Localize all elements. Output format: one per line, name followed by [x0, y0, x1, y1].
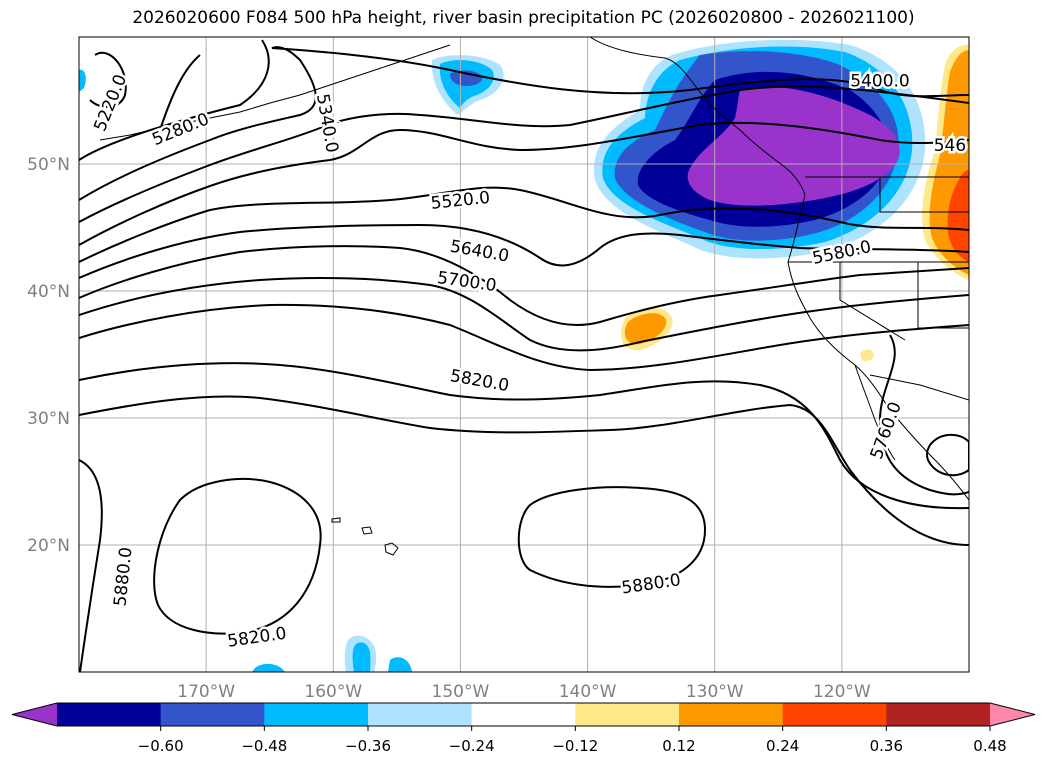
- hawaii-2: [361, 526, 373, 535]
- colorbar-tick-label: 0.12: [662, 737, 695, 755]
- longitude-tick-labels: 170°W 160°W 150°W 140°W 130°W 120°W: [177, 682, 871, 702]
- colorbar-segment: [679, 703, 784, 726]
- coastline-aleutian-1: [99, 94, 301, 141]
- contour-label: 546: [934, 136, 966, 156]
- coastline-aleutian-2: [299, 44, 451, 96]
- lon-tick-label: 160°W: [304, 682, 362, 702]
- colorbar: −0.60 −0.48 −0.36 −0.24 −0.12 0.12 0.24 0.36 0.4…: [11, 702, 1036, 755]
- contour-5880-left: [79, 459, 103, 672]
- colorbar-segment: [368, 703, 473, 726]
- coastline-baja: [854, 364, 896, 461]
- colorbar-tick-label: −0.48: [241, 737, 287, 755]
- contour-5820-loop: [153, 478, 322, 635]
- contour-5700: [79, 276, 969, 352]
- lat-tick-label: 50°N: [27, 155, 70, 175]
- colorbar-tick-label: −0.36: [345, 737, 391, 755]
- contour-5760-south: [878, 334, 969, 496]
- colorbar-segment: [575, 703, 680, 726]
- contour-5220: [159, 54, 201, 131]
- map-frame: [78, 36, 970, 673]
- lat-tick-label: 40°N: [27, 282, 70, 302]
- shade-positive-central: [624, 313, 667, 345]
- coastlines: [99, 37, 969, 556]
- colorbar-segment: [782, 703, 887, 726]
- lat-tick-label: 30°N: [27, 409, 70, 429]
- contour-5580: [79, 223, 969, 279]
- shade-negative-core: [687, 86, 900, 206]
- colorbar-extend-low: [12, 703, 57, 726]
- hawaii-1: [384, 542, 399, 556]
- colorbar-tick-label: −0.12: [552, 737, 598, 755]
- colorbar-tick-label: −0.24: [449, 737, 495, 755]
- shade-negative-bottom-2: [388, 657, 412, 672]
- lon-tick-label: 170°W: [177, 682, 235, 702]
- colorbar-extend-high: [990, 703, 1035, 726]
- contour-5760: [79, 303, 969, 372]
- colorbar-segment: [160, 703, 265, 726]
- map-title: 2026020600 F084 500 hPa height, river ba…: [132, 8, 915, 28]
- contour-5340: [79, 46, 969, 201]
- contour-5520: [79, 186, 969, 263]
- colorbar-tick-label: 0.36: [870, 737, 903, 755]
- colorbar-tick-label: −0.60: [138, 737, 184, 755]
- contour-label: 5400.0: [850, 71, 909, 91]
- lon-tick-label: 140°W: [559, 682, 617, 702]
- coastline-alaska: [589, 37, 806, 196]
- contour-5880: [79, 395, 969, 546]
- lon-tick-label: 150°W: [432, 682, 490, 702]
- shade-negative-left: [79, 69, 86, 92]
- gridlines: [79, 37, 969, 672]
- colorbar-tick-label: 0.48: [973, 737, 1006, 755]
- precipitation-shading: [79, 39, 969, 672]
- contour-coast-circle: [925, 433, 969, 477]
- hawaii-3: [331, 517, 341, 523]
- colorbar-segment: [471, 703, 576, 726]
- shade-positive-dot: [860, 349, 874, 362]
- contour-5640: [79, 245, 969, 326]
- colorbar-tick-label: 0.24: [766, 737, 799, 755]
- contour-5220-loop: [89, 51, 127, 108]
- contour-5880-loop: [517, 486, 707, 588]
- contour-5280: [79, 39, 270, 161]
- border-mexico: [869, 374, 969, 401]
- contour-5460: [79, 121, 969, 246]
- colorbar-segment: [57, 703, 162, 726]
- colorbar-segment: [886, 703, 991, 726]
- contour-5820: [79, 362, 969, 510]
- shade-negative-bottom-3: [252, 663, 285, 672]
- colorbar-segment: [264, 703, 369, 726]
- lon-tick-label: 120°W: [813, 682, 871, 702]
- border-state-4: [839, 262, 906, 341]
- lat-tick-label: 20°N: [27, 536, 70, 556]
- shade-negative-bottom-1b: [352, 642, 371, 672]
- border-state-1: [879, 177, 969, 213]
- contour-5400: [79, 85, 969, 223]
- latitude-tick-labels: 20°N 30°N 40°N 50°N: [27, 155, 70, 556]
- lon-tick-label: 130°W: [686, 682, 744, 702]
- shade-positive-east-core: [947, 170, 969, 262]
- height-contours: [79, 39, 969, 672]
